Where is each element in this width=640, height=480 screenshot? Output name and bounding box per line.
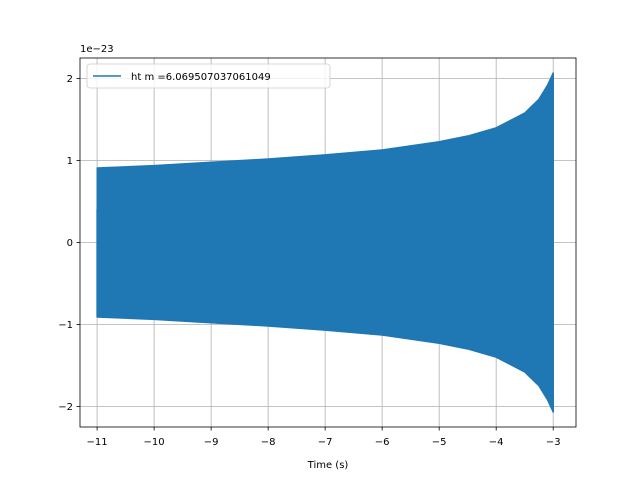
y-tick-label: 2: [67, 74, 73, 85]
y-axis: −2 −1 0 1 2: [58, 74, 80, 413]
y-tick-label: −2: [58, 402, 73, 413]
legend-box: [86, 63, 331, 89]
x-axis-label: Time (s): [307, 460, 349, 471]
plot-area: [96, 72, 554, 413]
legend: ht m =6.069507037061049: [86, 63, 331, 89]
y-tick-label: 1: [67, 156, 73, 167]
legend-label: ht m =6.069507037061049: [131, 72, 271, 83]
y-tick-label: −1: [58, 320, 73, 331]
x-tick-label: −9: [204, 437, 219, 448]
x-tick-label: −6: [375, 437, 390, 448]
x-tick-label: −10: [144, 437, 165, 448]
x-tick-label: −5: [432, 437, 447, 448]
y-scale-label: 1e−23: [80, 44, 114, 55]
x-tick-label: −3: [546, 437, 561, 448]
x-tick-label: −8: [261, 437, 276, 448]
x-axis: −11 −10 −9 −8 −7 −6 −5 −4 −3: [87, 427, 561, 448]
x-tick-label: −7: [318, 437, 333, 448]
y-tick-label: 0: [67, 238, 73, 249]
x-tick-label: −11: [87, 437, 108, 448]
x-tick-label: −4: [489, 437, 504, 448]
